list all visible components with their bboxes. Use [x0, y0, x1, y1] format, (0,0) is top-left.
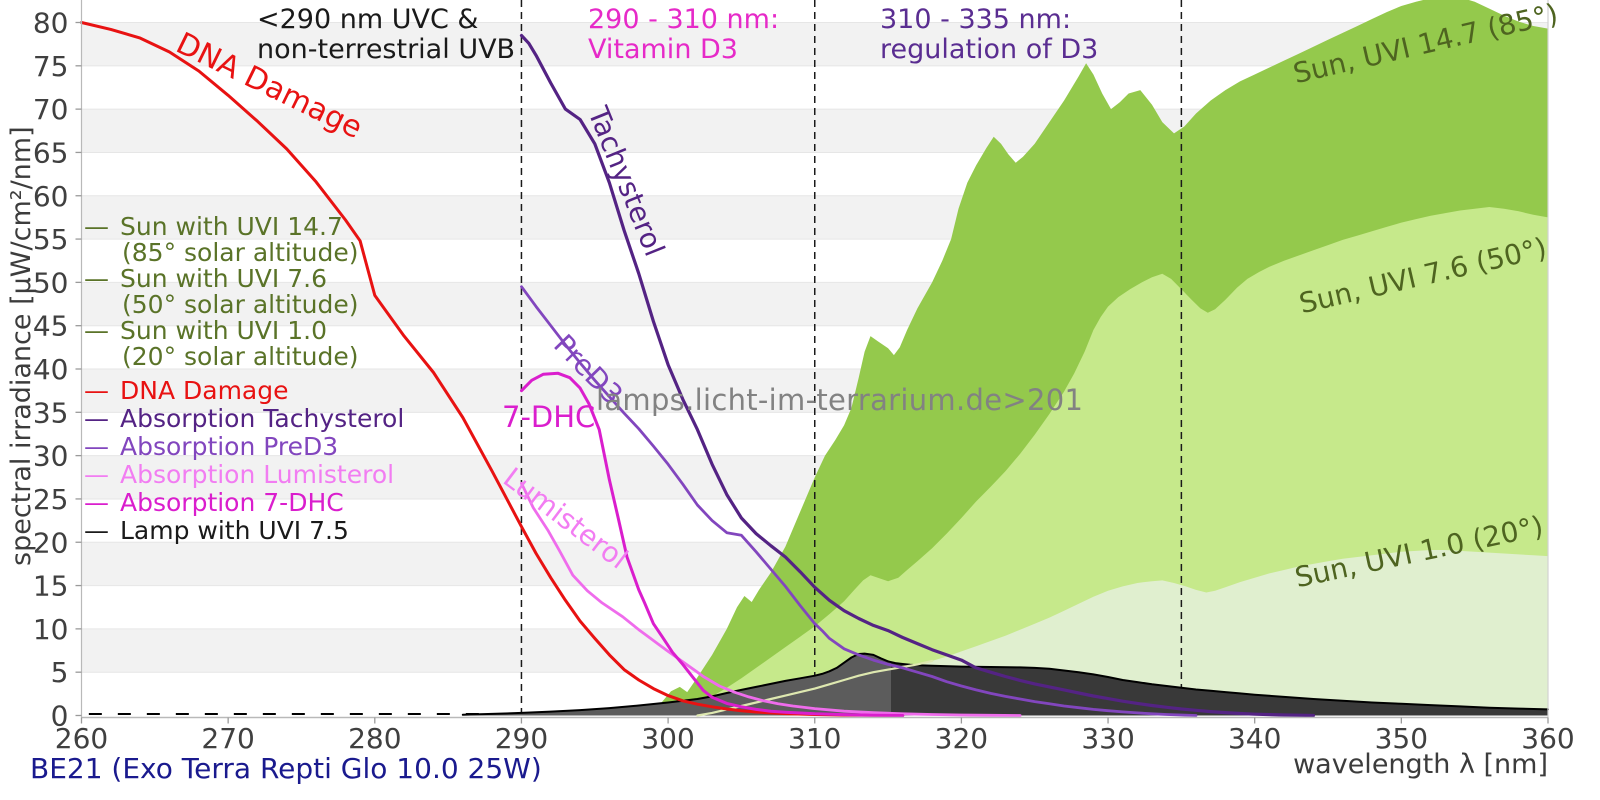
- svg-text:70: 70: [33, 93, 69, 126]
- svg-text:30: 30: [33, 440, 69, 473]
- svg-text:5: 5: [51, 656, 69, 689]
- svg-text:75: 75: [33, 50, 69, 83]
- svg-text:25: 25: [33, 483, 69, 516]
- svg-text:300: 300: [641, 722, 694, 755]
- svg-text:290: 290: [495, 722, 548, 755]
- svg-text:330: 330: [1081, 722, 1134, 755]
- svg-text:20: 20: [33, 526, 69, 559]
- svg-text:280: 280: [348, 722, 401, 755]
- svg-text:340: 340: [1228, 722, 1281, 755]
- svg-text:35: 35: [33, 396, 69, 429]
- svg-text:310: 310: [788, 722, 841, 755]
- svg-text:350: 350: [1375, 722, 1428, 755]
- svg-text:320: 320: [935, 722, 988, 755]
- svg-text:40: 40: [33, 353, 69, 386]
- svg-text:65: 65: [33, 136, 69, 169]
- svg-text:10: 10: [33, 613, 69, 646]
- svg-text:55: 55: [33, 223, 69, 256]
- svg-text:360: 360: [1521, 722, 1574, 755]
- svg-text:0: 0: [51, 700, 69, 733]
- svg-text:45: 45: [33, 310, 69, 343]
- svg-text:50: 50: [33, 266, 69, 299]
- svg-text:260: 260: [55, 722, 108, 755]
- svg-text:270: 270: [201, 722, 254, 755]
- svg-text:60: 60: [33, 180, 69, 213]
- svg-text:15: 15: [33, 570, 69, 603]
- svg-text:80: 80: [33, 7, 69, 40]
